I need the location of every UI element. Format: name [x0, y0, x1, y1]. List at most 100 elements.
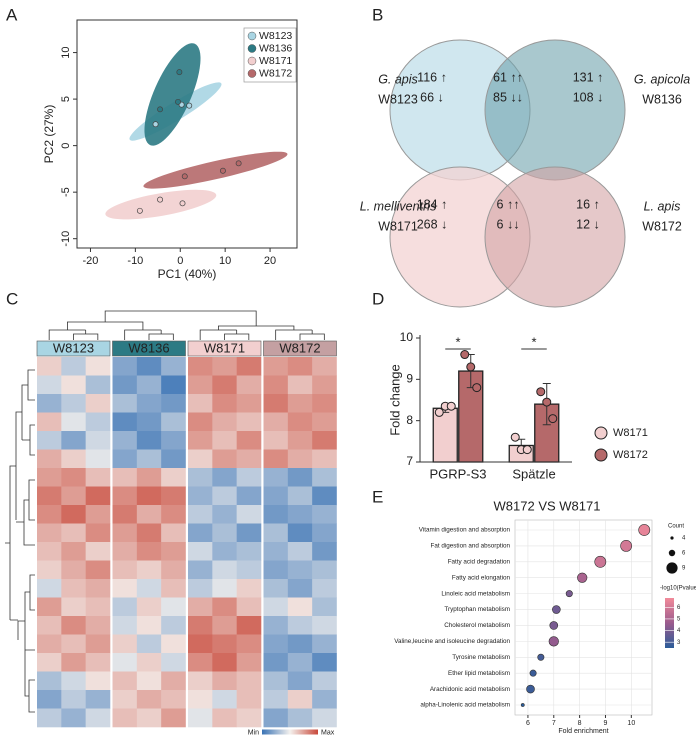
y-tick-label: 5 — [60, 96, 72, 102]
point — [536, 387, 546, 397]
heat-cell — [85, 375, 111, 395]
venn-label: L. apis — [644, 199, 681, 213]
heat-cell — [61, 523, 86, 543]
heat-cell — [287, 690, 313, 709]
heat-cell — [287, 505, 313, 524]
heat-cell — [61, 449, 86, 469]
category-label: Tyrosine metabolism — [452, 654, 510, 661]
heat-cell — [136, 653, 162, 672]
heat-cell — [188, 708, 213, 728]
heat-cell — [136, 486, 162, 506]
heat-cell — [236, 708, 262, 728]
bubble — [548, 636, 559, 647]
heat-cell — [312, 708, 337, 728]
confidence-ellipse — [143, 151, 288, 189]
group-header — [36, 340, 111, 357]
venn-label: G. apis — [378, 72, 418, 86]
heat-cell — [312, 616, 337, 635]
panel-label: C — [6, 289, 18, 308]
heat-cell — [37, 412, 62, 432]
heat-cell — [287, 597, 313, 617]
heat-cell — [136, 616, 162, 635]
heat-cell — [136, 690, 162, 709]
heat-cell — [263, 560, 289, 580]
venn-circle — [484, 39, 626, 181]
heat-cell — [212, 431, 237, 450]
heat-cell — [61, 690, 86, 709]
heat-cell — [136, 560, 162, 580]
size-legend-marker — [668, 549, 676, 557]
heat-cell — [136, 468, 162, 487]
heat-cell — [236, 560, 262, 580]
category-label: Arachidonic acid metabolism — [430, 686, 510, 693]
size-legend-marker — [666, 562, 678, 574]
heat-cell — [112, 579, 138, 598]
heat-cell — [212, 690, 237, 709]
heat-cell — [161, 653, 186, 672]
heat-cell — [85, 634, 111, 654]
x-tick-label: 7 — [552, 720, 556, 727]
point — [548, 414, 558, 424]
heat-cell — [263, 523, 289, 543]
heat-cell — [212, 505, 237, 524]
heat-cell — [85, 579, 111, 598]
bubble — [549, 621, 559, 630]
venn-label: 66 ↓ — [420, 90, 444, 104]
point — [179, 200, 186, 207]
heat-cell — [188, 375, 213, 395]
heat-cell — [161, 412, 186, 432]
heat-cell — [85, 468, 111, 487]
heat-cell — [61, 597, 86, 617]
heat-cell — [136, 505, 162, 524]
y-tick-label: 10 — [400, 330, 414, 344]
heat-cell — [161, 449, 186, 469]
heat-cell — [263, 431, 289, 450]
heat-cell — [312, 431, 337, 450]
heat-cell — [188, 671, 213, 691]
heat-cell — [212, 708, 237, 728]
heat-cell — [212, 579, 237, 598]
panel-label: B — [372, 5, 383, 24]
heat-cell — [85, 690, 111, 709]
heat-cell — [136, 634, 162, 654]
point — [522, 445, 532, 455]
heat-cell — [212, 671, 237, 691]
heat-cell — [37, 579, 62, 598]
heat-cell — [85, 653, 111, 672]
legend-label: W8136 — [259, 42, 292, 54]
heat-cell — [112, 505, 138, 524]
significance-label: * — [455, 334, 460, 349]
heat-cell — [236, 634, 262, 654]
heat-cell — [312, 449, 337, 469]
heat-cell — [161, 708, 186, 728]
y-axis-label: PC2 (27%) — [42, 105, 56, 164]
heat-cell — [37, 505, 62, 524]
heat-cell — [236, 375, 262, 395]
category-label: Vitamin digestion and absorption — [419, 527, 511, 534]
bubble — [620, 540, 633, 552]
heat-cell — [85, 357, 111, 376]
heat-cell — [212, 616, 237, 635]
heat-cell — [112, 616, 138, 635]
point — [181, 173, 188, 180]
heat-cell — [161, 634, 186, 654]
heat-cell — [312, 468, 337, 487]
heat-cell — [236, 394, 262, 413]
heat-cell — [61, 708, 86, 728]
point — [136, 207, 143, 214]
y-tick-label: -5 — [60, 187, 72, 197]
heat-cell — [37, 542, 62, 561]
heat-cell — [188, 412, 213, 432]
venn-label: W8136 — [642, 92, 682, 106]
size-legend-label: 4 — [682, 536, 686, 542]
scale-label: Max — [321, 729, 335, 736]
y-tick-label: 7 — [406, 454, 413, 468]
heat-cell — [161, 579, 186, 598]
heat-cell — [212, 357, 237, 376]
legend-label: W8171 — [259, 55, 292, 67]
bubble — [526, 684, 535, 694]
heat-cell — [188, 634, 213, 654]
x-tick-label: -10 — [127, 255, 143, 267]
heat-cell — [136, 523, 162, 543]
heat-cell — [161, 690, 186, 709]
